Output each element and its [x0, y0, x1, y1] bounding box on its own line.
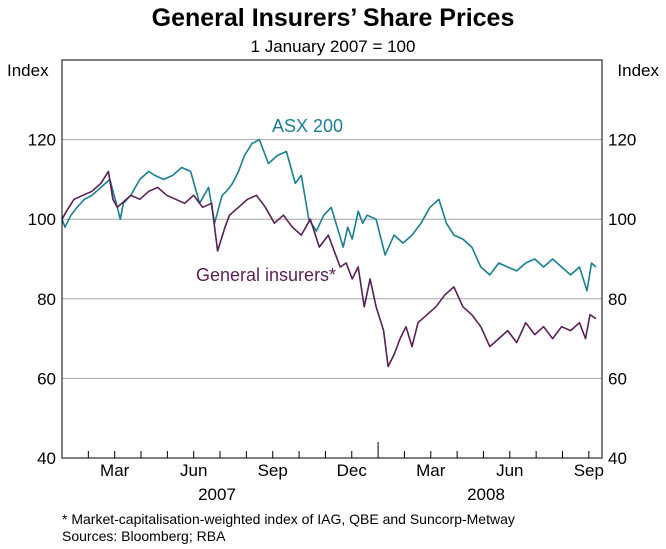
y-label-left: Index	[7, 61, 49, 80]
plot-area-frame	[61, 59, 603, 459]
y-tick-labels: 40 40 60 60 80 80 100 100 120 120	[28, 131, 637, 468]
y-tick-right-80: 80	[608, 290, 627, 309]
chart-title: General Insurers’ Share Prices	[152, 4, 515, 32]
series-line-general-insurers	[61, 170, 597, 368]
series-line-asx-200	[61, 138, 597, 292]
y-tick-left-100: 100	[28, 210, 56, 229]
y-label-right: Index	[617, 61, 659, 80]
y-tick-right-120: 120	[608, 131, 636, 150]
x-label-jun-5: Jun	[496, 461, 523, 480]
y-tick-left-120: 120	[28, 131, 56, 150]
y-tick-left-80: 80	[37, 290, 56, 309]
y-tick-right-40: 40	[608, 449, 627, 468]
sources: Sources: Bloomberg; RBA	[62, 528, 226, 544]
y-tick-right-100: 100	[608, 210, 636, 229]
x-label-sep-6: Sep	[574, 461, 604, 480]
x-tick-labels: Mar Jun Sep Dec Mar Jun Sep	[100, 461, 604, 480]
x-label-mar-4: Mar	[416, 461, 446, 480]
y-tick-right-60: 60	[608, 369, 627, 388]
gridlines	[62, 139, 602, 379]
x-label-sep-2: Sep	[258, 461, 288, 480]
x-label-dec-3: Dec	[337, 461, 368, 480]
axis-ticks	[87, 442, 590, 458]
series-lines	[61, 138, 597, 368]
y-tick-left-60: 60	[37, 369, 56, 388]
x-label-mar-0: Mar	[100, 461, 130, 480]
x-label-jun-1: Jun	[180, 461, 207, 480]
year-label-2007: 2007	[198, 485, 236, 504]
series-label-asx-200: ASX 200	[272, 116, 343, 136]
series-label-general-insurers: General insurers*	[196, 265, 336, 285]
chart-subtitle: 1 January 2007 = 100	[251, 37, 416, 56]
y-tick-left-40: 40	[37, 449, 56, 468]
footnote: * Market-capitalisation-weighted index o…	[62, 511, 515, 527]
year-label-2008: 2008	[467, 485, 505, 504]
